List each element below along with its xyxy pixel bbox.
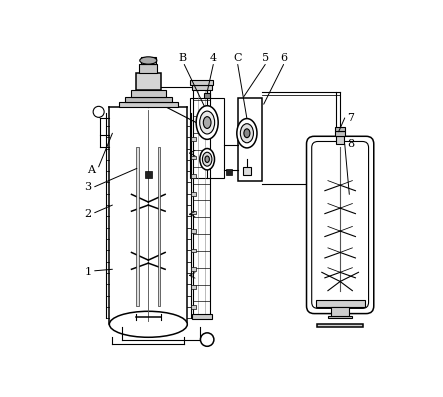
Text: 1: 1	[84, 267, 92, 278]
Bar	[191, 174, 196, 177]
Ellipse shape	[93, 106, 104, 118]
Bar	[335, 131, 346, 136]
Text: 5: 5	[262, 53, 269, 64]
Ellipse shape	[205, 156, 210, 162]
Bar	[336, 136, 344, 144]
Bar	[191, 137, 196, 141]
Bar	[316, 300, 365, 308]
Bar	[145, 172, 152, 177]
Bar	[191, 267, 196, 271]
Ellipse shape	[202, 152, 212, 166]
Ellipse shape	[196, 106, 218, 139]
Bar	[192, 314, 212, 319]
Bar	[124, 97, 172, 102]
Bar	[192, 85, 212, 91]
Bar	[158, 147, 160, 306]
FancyBboxPatch shape	[307, 136, 374, 314]
Bar	[191, 285, 196, 289]
Bar	[136, 147, 139, 306]
Text: 7: 7	[347, 113, 354, 123]
Text: 2: 2	[84, 209, 92, 219]
Text: 6: 6	[280, 53, 287, 64]
Bar	[191, 192, 196, 196]
Bar	[243, 167, 251, 175]
Bar	[190, 98, 224, 177]
Bar	[191, 229, 196, 233]
Bar	[204, 93, 210, 98]
Text: 3: 3	[84, 182, 92, 192]
Bar	[328, 316, 352, 318]
Bar	[119, 102, 178, 107]
Ellipse shape	[241, 124, 253, 143]
Text: 4: 4	[210, 53, 217, 64]
Bar	[139, 64, 158, 73]
Bar	[141, 58, 156, 64]
Text: C: C	[233, 53, 242, 64]
Bar	[136, 73, 160, 89]
Bar	[331, 308, 350, 317]
Ellipse shape	[244, 129, 250, 138]
Bar	[238, 98, 262, 181]
Bar	[109, 107, 187, 324]
Text: 8: 8	[347, 139, 354, 149]
Bar	[191, 156, 196, 159]
Text: A: A	[87, 165, 95, 175]
Ellipse shape	[237, 119, 257, 148]
Ellipse shape	[203, 117, 211, 128]
Bar	[131, 89, 166, 97]
Ellipse shape	[200, 148, 214, 170]
Text: B: B	[179, 53, 187, 64]
Ellipse shape	[109, 311, 187, 337]
Bar	[191, 249, 196, 252]
Bar	[191, 210, 196, 214]
Bar	[190, 80, 213, 85]
Bar	[225, 169, 232, 175]
Bar	[335, 127, 345, 131]
Ellipse shape	[200, 333, 214, 346]
Bar	[317, 324, 363, 328]
Bar	[191, 305, 196, 309]
Ellipse shape	[200, 111, 215, 134]
Ellipse shape	[140, 57, 157, 64]
